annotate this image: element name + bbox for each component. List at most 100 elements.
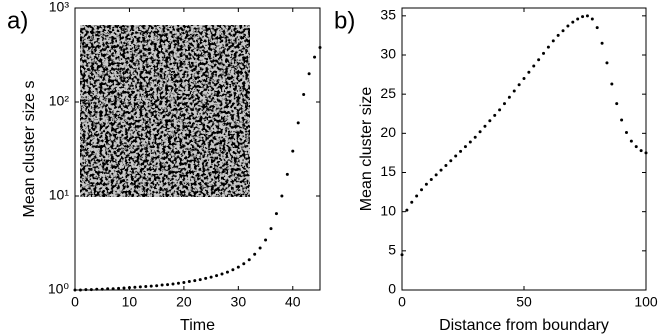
data-point	[291, 150, 294, 153]
x-tick-label: 20	[176, 294, 192, 310]
y-tick-label: 10	[380, 202, 396, 218]
data-point	[166, 283, 169, 286]
inset-image	[80, 25, 250, 197]
data-point	[270, 227, 273, 230]
data-point	[123, 287, 126, 290]
data-point	[161, 284, 164, 287]
panel-label: b)	[334, 7, 355, 34]
data-point	[576, 17, 579, 20]
data-point	[297, 121, 300, 124]
data-point	[635, 145, 638, 148]
data-point	[640, 149, 643, 152]
data-point	[415, 195, 418, 198]
y-axis-title: Mean cluster size s	[21, 81, 38, 218]
data-point	[112, 287, 115, 290]
data-point	[566, 25, 569, 28]
x-tick-label: 40	[285, 294, 301, 310]
y-tick-label: 15	[380, 163, 396, 179]
data-point	[537, 58, 540, 61]
data-point	[601, 42, 604, 45]
x-axis-title: Time	[180, 317, 215, 334]
data-point	[231, 268, 234, 271]
data-point	[420, 188, 423, 191]
data-point	[488, 119, 491, 122]
data-point	[150, 285, 153, 288]
data-point	[523, 77, 526, 80]
data-point	[248, 258, 251, 261]
data-point	[199, 278, 202, 281]
x-tick-label: 50	[516, 294, 532, 310]
x-tick-label: 0	[71, 294, 79, 310]
data-point	[188, 280, 191, 283]
y-tick-label: 10³	[49, 0, 70, 15]
data-point	[605, 61, 608, 64]
y-tick-label: 10²	[49, 93, 70, 109]
data-point	[435, 173, 438, 176]
data-point	[106, 287, 109, 290]
data-point	[562, 29, 565, 32]
data-point	[474, 136, 477, 139]
data-point	[571, 21, 574, 24]
data-point	[79, 289, 82, 292]
y-tick-label: 30	[380, 46, 396, 62]
data-point	[84, 288, 87, 291]
data-point	[172, 282, 175, 285]
data-point	[144, 285, 147, 288]
data-point	[280, 195, 283, 198]
data-point	[459, 150, 462, 153]
data-point	[557, 34, 560, 37]
y-tick-label: 0	[388, 281, 396, 297]
data-point	[221, 272, 224, 275]
data-point	[133, 286, 136, 289]
data-point	[210, 276, 213, 279]
data-point	[101, 288, 104, 291]
data-point	[532, 64, 535, 67]
data-point	[226, 271, 229, 274]
data-point	[625, 131, 628, 134]
panel-label: a)	[7, 7, 28, 34]
data-point	[139, 285, 142, 288]
x-tick-label: 30	[231, 294, 247, 310]
data-point	[464, 145, 467, 148]
data-point	[204, 277, 207, 280]
data-point	[630, 140, 633, 143]
x-axis-title: Distance from boundary	[439, 317, 609, 334]
data-point	[586, 14, 589, 17]
data-point	[493, 114, 496, 117]
data-point	[182, 281, 185, 284]
data-point	[253, 253, 256, 256]
data-point	[177, 282, 180, 285]
y-tick-label: 35	[380, 7, 396, 23]
y-tick-label: 20	[380, 124, 396, 140]
y-tick-label: 10¹	[49, 187, 70, 203]
data-point	[596, 26, 599, 29]
data-point	[74, 289, 77, 292]
data-point	[302, 93, 305, 96]
y-tick-label: 5	[388, 242, 396, 258]
data-point	[259, 246, 262, 249]
data-point	[620, 119, 623, 122]
x-tick-label: 0	[398, 294, 406, 310]
data-point	[117, 287, 120, 290]
x-tick-label: 100	[634, 294, 658, 310]
data-point	[469, 140, 472, 143]
data-point	[405, 209, 408, 212]
data-point	[286, 173, 289, 176]
data-point	[513, 90, 516, 93]
data-point	[449, 159, 452, 162]
data-point	[215, 274, 218, 277]
data-point	[425, 183, 428, 186]
data-point	[440, 169, 443, 172]
data-point	[547, 46, 550, 49]
y-axis-title: Mean cluster size	[358, 87, 375, 212]
data-point	[90, 288, 93, 291]
data-point	[518, 83, 521, 86]
data-point	[313, 56, 316, 59]
data-point	[410, 201, 413, 204]
data-point	[645, 151, 648, 154]
data-point	[264, 239, 267, 242]
data-point	[581, 15, 584, 18]
data-point	[454, 155, 457, 158]
data-point	[155, 284, 158, 287]
data-point	[552, 39, 555, 42]
